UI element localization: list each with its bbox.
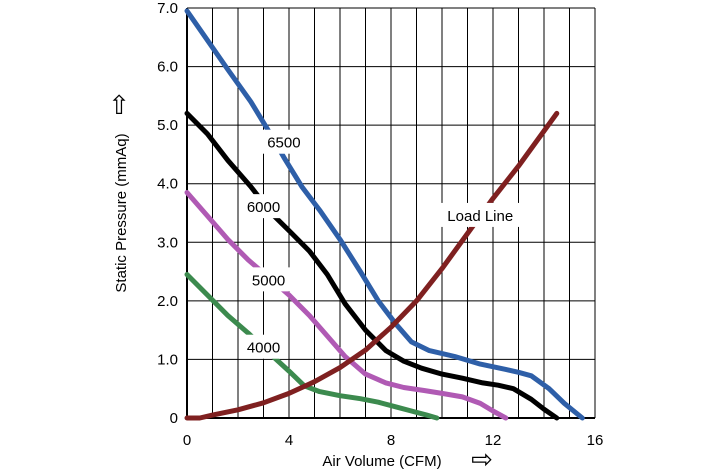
x-tick-label: 0 [183,432,191,449]
series-line-6000 [184,110,560,421]
y-tick-label: 3.0 [157,234,178,251]
x-tick-label: 8 [387,432,395,449]
y-tick-label: 5.0 [157,117,178,134]
x-tick-label: 16 [587,432,604,449]
curve-label-4000: 4000 [247,340,280,357]
curve-label-6000: 6000 [247,199,280,216]
label-box-5000 [243,267,294,292]
x-axis-arrow-icon: ⇨ [471,445,493,470]
x-tick-label: 4 [285,432,293,449]
y-tick-label: 7.0 [157,0,178,17]
curve-label-load-line: Load Line [447,208,513,225]
label-box-load-line [432,202,528,227]
y-axis-arrow-icon: ⇧ [108,91,130,121]
y-tick-label: 0 [170,410,178,427]
x-tick-label: 12 [485,432,502,449]
curve-labels: 6500 6000 5000 4000 Load Line [238,129,528,359]
series-line-6500 [184,8,585,421]
y-tick-label: 6.0 [157,59,178,76]
y-tick-label: 1.0 [157,351,178,368]
curve-label-6500: 6500 [267,135,300,152]
y-tick-label: 4.0 [157,176,178,193]
x-axis-title: Air Volume (CFM) [322,453,441,470]
curve-label-5000: 5000 [252,272,285,289]
tick-labels: 0 4 8 12 16 0 1.0 2.0 3.0 4.0 5.0 6.0 7.0 [157,0,603,449]
label-box-4000 [238,334,289,359]
series-line-4000 [184,272,440,421]
series-line-5000 [184,190,509,421]
label-box-6000 [238,194,289,219]
y-tick-label: 2.0 [157,293,178,310]
y-axis-title: Static Pressure (mmAq) [113,133,130,292]
label-box-6500 [258,129,309,154]
series-line-load-line [184,110,560,421]
